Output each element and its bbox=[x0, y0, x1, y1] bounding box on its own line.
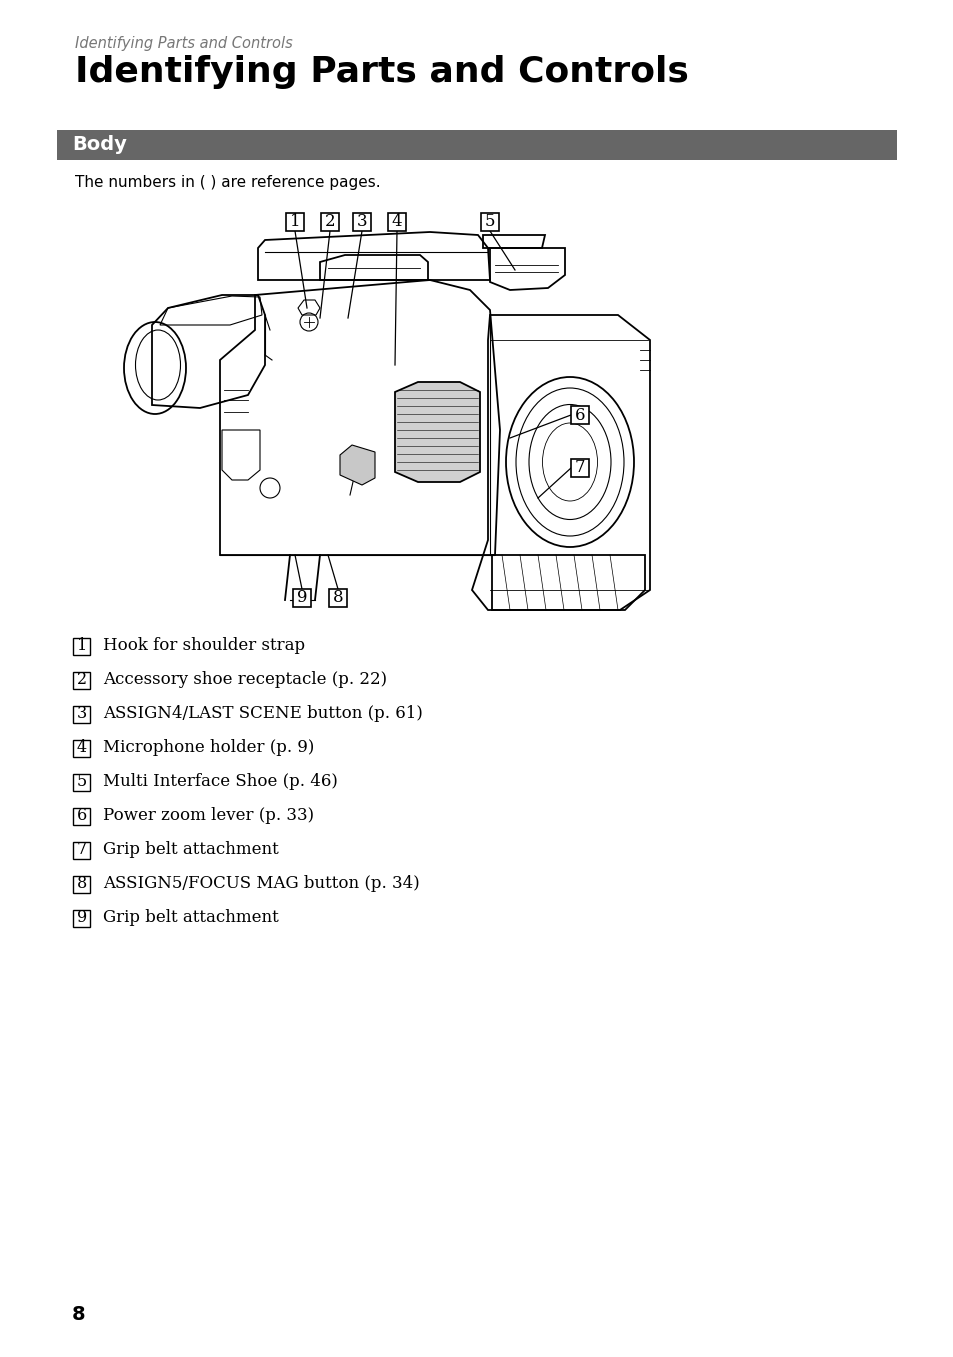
Text: 2: 2 bbox=[324, 213, 335, 231]
Text: 4: 4 bbox=[77, 740, 87, 756]
Bar bbox=[73, 807, 91, 825]
Text: Identifying Parts and Controls: Identifying Parts and Controls bbox=[75, 37, 293, 52]
Bar bbox=[73, 909, 91, 927]
Bar bbox=[293, 589, 311, 607]
Text: 6: 6 bbox=[574, 407, 584, 423]
Text: Grip belt attachment: Grip belt attachment bbox=[103, 841, 278, 859]
Text: 8: 8 bbox=[77, 875, 87, 893]
Bar bbox=[73, 638, 91, 654]
Bar bbox=[353, 213, 371, 231]
Bar bbox=[73, 773, 91, 791]
Text: 2: 2 bbox=[77, 672, 87, 688]
Text: 5: 5 bbox=[484, 213, 495, 231]
Text: Hook for shoulder strap: Hook for shoulder strap bbox=[103, 638, 305, 654]
Text: Microphone holder (p. 9): Microphone holder (p. 9) bbox=[103, 740, 314, 756]
Text: The numbers in ( ) are reference pages.: The numbers in ( ) are reference pages. bbox=[75, 175, 380, 190]
Text: 8: 8 bbox=[71, 1305, 86, 1324]
Polygon shape bbox=[395, 383, 479, 482]
Bar bbox=[571, 406, 588, 423]
Text: Identifying Parts and Controls: Identifying Parts and Controls bbox=[75, 56, 688, 90]
Bar bbox=[73, 706, 91, 722]
Text: 9: 9 bbox=[296, 589, 307, 607]
Text: 9: 9 bbox=[77, 909, 87, 927]
Bar bbox=[73, 740, 91, 756]
Text: 4: 4 bbox=[392, 213, 402, 231]
Bar bbox=[73, 672, 91, 688]
Text: 7: 7 bbox=[77, 841, 87, 859]
Text: Multi Interface Shoe (p. 46): Multi Interface Shoe (p. 46) bbox=[103, 773, 337, 791]
Text: Power zoom lever (p. 33): Power zoom lever (p. 33) bbox=[103, 807, 314, 825]
Text: 8: 8 bbox=[333, 589, 343, 607]
Text: 3: 3 bbox=[356, 213, 367, 231]
Text: 1: 1 bbox=[77, 638, 87, 654]
Text: ASSIGN4/LAST SCENE button (p. 61): ASSIGN4/LAST SCENE button (p. 61) bbox=[103, 706, 422, 722]
Text: Accessory shoe receptacle (p. 22): Accessory shoe receptacle (p. 22) bbox=[103, 672, 387, 688]
Bar bbox=[571, 459, 588, 478]
Polygon shape bbox=[339, 445, 375, 484]
Bar bbox=[286, 213, 304, 231]
Bar bbox=[320, 213, 338, 231]
Text: 1: 1 bbox=[290, 213, 300, 231]
Text: 3: 3 bbox=[77, 706, 87, 722]
Bar bbox=[73, 841, 91, 859]
Text: Body: Body bbox=[71, 136, 127, 155]
Bar bbox=[388, 213, 406, 231]
Text: 7: 7 bbox=[574, 460, 585, 476]
Text: 5: 5 bbox=[77, 773, 87, 791]
Text: 6: 6 bbox=[77, 807, 87, 825]
Bar bbox=[329, 589, 347, 607]
Text: Grip belt attachment: Grip belt attachment bbox=[103, 909, 278, 927]
Text: ASSIGN5/FOCUS MAG button (p. 34): ASSIGN5/FOCUS MAG button (p. 34) bbox=[103, 875, 419, 893]
Bar bbox=[73, 875, 91, 893]
Bar bbox=[57, 130, 896, 160]
Bar bbox=[480, 213, 498, 231]
